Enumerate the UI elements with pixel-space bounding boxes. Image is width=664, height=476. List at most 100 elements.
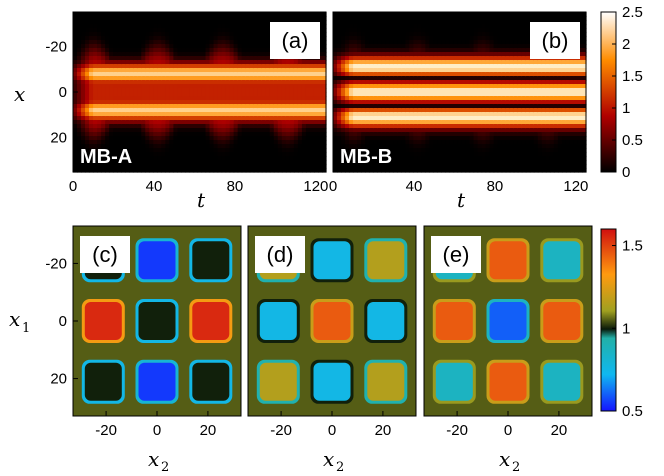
heat-cell: [261, 48, 267, 53]
heat-cell: [217, 140, 223, 145]
heat-cell: [81, 32, 86, 37]
heat-cell: [513, 144, 519, 149]
heat-cell: [293, 120, 299, 125]
heat-cell: [413, 112, 418, 117]
heat-cell: [77, 168, 82, 173]
heat-cell: [381, 84, 386, 89]
heat-cell: [313, 116, 319, 121]
heat-cell: [433, 152, 439, 157]
heat-cell: [81, 64, 86, 69]
heat-cell: [165, 28, 170, 33]
heat-cell: [437, 16, 443, 21]
heat-cell: [249, 112, 255, 117]
heat-cell: [77, 108, 82, 113]
heat-cell: [549, 100, 555, 105]
heat-cell: [81, 68, 86, 73]
heat-cell: [445, 136, 451, 141]
heat-cell: [305, 84, 311, 89]
heat-cell: [425, 132, 430, 137]
heat-cell: [541, 88, 547, 93]
heat-cell: [165, 120, 170, 125]
heat-cell: [261, 108, 267, 113]
heat-cell: [369, 20, 374, 25]
heat-cell: [393, 92, 398, 97]
heat-cell: [221, 104, 227, 109]
heat-cell: [145, 108, 150, 113]
heat-cell: [573, 80, 579, 85]
heat-cell: [353, 16, 358, 21]
heat-cell: [81, 132, 86, 137]
heat-cell: [413, 128, 418, 133]
heat-cell: [165, 140, 170, 145]
heat-cell: [269, 148, 275, 153]
heat-cell: [129, 52, 134, 57]
heat-cell: [365, 152, 370, 157]
heat-cell: [533, 144, 539, 149]
heat-cell: [465, 36, 471, 41]
heat-cell: [393, 124, 398, 129]
heat-cell: [89, 92, 94, 97]
heat-cell: [513, 108, 519, 113]
heat-cell: [141, 140, 146, 145]
heat-cell: [533, 136, 539, 141]
heat-cell: [169, 116, 174, 121]
heat-cell: [309, 156, 315, 161]
heat-cell: [165, 108, 170, 113]
heat-cell: [317, 28, 323, 33]
heat-cell: [517, 144, 523, 149]
heat-cell: [225, 120, 231, 125]
heat-cell: [297, 88, 303, 93]
heat-cell: [353, 96, 358, 101]
heat-cell: [213, 12, 219, 17]
heat-cell: [533, 96, 539, 101]
heat-cell: [333, 168, 338, 173]
heat-cell: [365, 24, 370, 29]
heat-cell: [445, 60, 451, 65]
heat-cell: [101, 36, 106, 41]
heat-cell: [133, 48, 138, 53]
heat-cell: [173, 92, 179, 97]
heat-cell: [213, 56, 219, 61]
heat-cell: [337, 120, 342, 125]
heat-cell: [193, 32, 199, 37]
heat-cell: [577, 132, 583, 137]
heat-cell: [321, 56, 327, 61]
heat-cell: [337, 64, 342, 69]
heat-cell: [253, 152, 259, 157]
heat-cell: [497, 164, 503, 169]
heat-cell: [373, 120, 378, 125]
heat-cell: [205, 136, 211, 141]
heat-cell: [369, 76, 374, 81]
heat-cell: [245, 36, 251, 41]
heat-cell: [181, 104, 187, 109]
heat-cell: [517, 72, 523, 77]
heat-cell: [317, 60, 323, 65]
heat-cell: [193, 44, 199, 49]
heat-cell: [453, 44, 459, 49]
heat-cell: [557, 88, 563, 93]
heat-cell: [185, 96, 191, 101]
heat-cell: [101, 140, 106, 145]
heat-cell: [485, 96, 491, 101]
heat-cell: [121, 168, 126, 173]
heat-cell: [153, 28, 158, 33]
heat-cell: [461, 168, 467, 173]
heat-cell: [245, 32, 251, 37]
heat-cell: [317, 116, 323, 121]
heat-cell: [269, 104, 275, 109]
heat-cell: [385, 128, 390, 133]
heat-cell: [337, 12, 342, 17]
heat-cell: [421, 88, 426, 93]
heat-cell: [121, 112, 126, 117]
heat-cell: [545, 100, 551, 105]
heat-cell: [269, 120, 275, 125]
heat-cell: [229, 36, 235, 41]
heat-cell: [489, 148, 495, 153]
heat-cell: [193, 140, 199, 145]
heat-cell: [209, 36, 215, 41]
heat-cell: [401, 160, 406, 165]
heat-cell: [321, 132, 327, 137]
heat-cell: [421, 136, 426, 141]
heat-cell: [517, 48, 523, 53]
heat-cell: [81, 168, 86, 173]
